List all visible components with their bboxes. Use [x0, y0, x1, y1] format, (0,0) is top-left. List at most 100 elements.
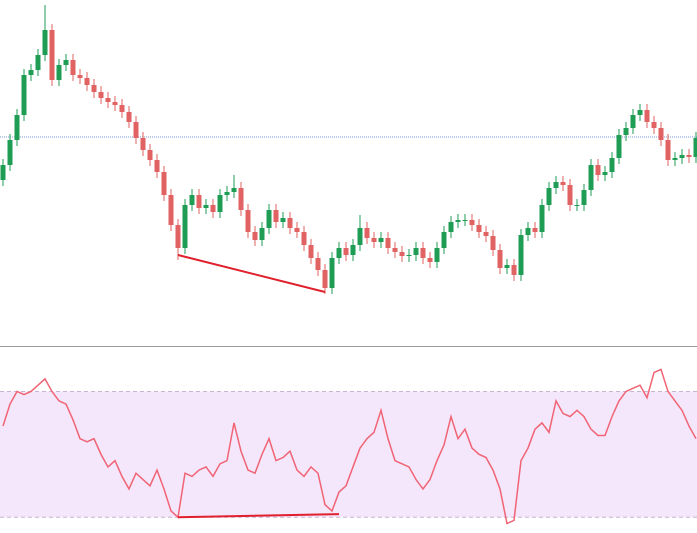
candle-body: [245, 210, 251, 232]
candle-body: [602, 172, 608, 175]
candle-body: [203, 205, 209, 208]
candle-body: [259, 228, 265, 240]
candle-body: [133, 122, 139, 138]
candle-body: [231, 188, 237, 192]
candle-body: [357, 228, 363, 245]
candle-body: [672, 158, 678, 160]
candle-body: [651, 122, 657, 128]
candle-body: [378, 238, 384, 242]
candle-body: [497, 250, 503, 268]
candle-body: [490, 236, 496, 250]
candle-body: [21, 75, 27, 115]
candle-body: [91, 85, 97, 92]
candle-body: [350, 245, 356, 255]
candle-body: [63, 60, 69, 65]
candle-body: [462, 220, 468, 221]
candle-body: [301, 232, 307, 245]
candle-body: [42, 30, 48, 55]
candle-body: [637, 110, 643, 115]
candle-body: [189, 195, 195, 205]
candle-body: [336, 248, 342, 258]
candle-body: [126, 112, 132, 122]
candle-body: [273, 210, 279, 222]
candle-body: [504, 265, 510, 268]
candle-body: [455, 220, 461, 222]
candle-body: [70, 60, 76, 75]
candle-body: [112, 102, 118, 105]
level-band: [0, 391, 697, 518]
candle-body: [385, 238, 391, 248]
candle-body: [413, 248, 419, 255]
candle-body: [511, 265, 517, 275]
candle-body: [154, 160, 160, 172]
candle-body: [371, 238, 377, 242]
candle-body: [420, 248, 426, 258]
candle-body: [623, 128, 629, 135]
candle-body: [679, 155, 685, 158]
candle-body: [105, 98, 111, 102]
candle-body: [595, 165, 601, 175]
candle-body: [567, 185, 573, 205]
candle-body: [182, 205, 188, 248]
candle-body: [483, 232, 489, 236]
candle-body: [343, 248, 349, 255]
candle-body: [630, 115, 636, 128]
candle-body: [35, 55, 41, 70]
candle-body: [308, 245, 314, 258]
candle-body: [140, 138, 146, 150]
candle-body: [168, 195, 174, 225]
candle-body: [588, 165, 594, 190]
candle-body: [532, 228, 538, 232]
candle-body: [196, 195, 202, 208]
candle-body: [448, 222, 454, 232]
candle-body: [119, 105, 125, 112]
candle-body: [441, 232, 447, 248]
candle-body: [553, 182, 559, 188]
candle-body: [280, 218, 286, 222]
candle-body: [616, 135, 622, 158]
candle-body: [287, 218, 293, 228]
candle-body: [98, 92, 104, 98]
candle-body: [546, 188, 552, 205]
divergence-line: [177, 254, 326, 293]
candle-body: [434, 248, 440, 262]
candle-body: [574, 205, 580, 206]
candle-body: [175, 225, 181, 248]
candle-body: [14, 115, 20, 140]
candle-body: [7, 140, 13, 165]
candle-body: [560, 182, 566, 185]
candle-body: [364, 228, 370, 238]
candle-body: [518, 235, 524, 275]
candle-body: [224, 192, 230, 195]
candle-body: [266, 210, 272, 228]
candle-body: [294, 228, 300, 232]
candle-body: [322, 270, 328, 288]
candle-body: [147, 150, 153, 160]
candle-body: [399, 252, 405, 256]
divergence-line: [177, 513, 340, 519]
candle-body: [77, 75, 83, 78]
candle-body: [539, 205, 545, 232]
candle-body: [329, 258, 335, 288]
candle-body: [469, 220, 475, 225]
candle-body: [252, 232, 258, 240]
candle-body: [315, 258, 321, 270]
candle-body: [0, 165, 6, 180]
candle-body: [525, 228, 531, 235]
candle-body: [56, 65, 62, 80]
candle-body: [665, 140, 671, 160]
candle-body: [476, 225, 482, 232]
candle-body: [406, 255, 412, 256]
candle-body: [28, 70, 34, 75]
candle-body: [427, 258, 433, 262]
candle-body: [217, 195, 223, 212]
candle-body: [210, 205, 216, 212]
oscillator-line: [2, 368, 697, 525]
candle-body: [609, 158, 615, 172]
candle-body: [49, 30, 55, 80]
candle-body: [644, 110, 650, 122]
candle-body: [581, 190, 587, 205]
candle-body: [238, 188, 244, 210]
candle-body: [686, 155, 692, 157]
